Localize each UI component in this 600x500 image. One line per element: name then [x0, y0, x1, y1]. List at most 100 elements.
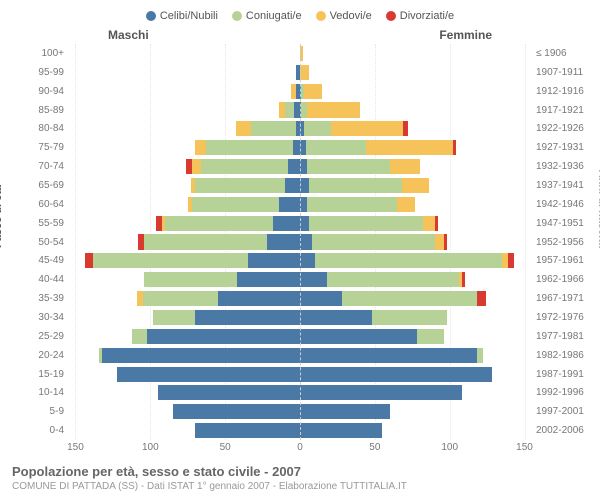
bar-stack: [300, 253, 514, 268]
y-tick-age: 100+: [8, 44, 64, 63]
bar-stack: [191, 178, 300, 193]
legend-swatch: [316, 11, 326, 21]
bar-segment: [300, 272, 327, 287]
bar-segment: [192, 159, 201, 174]
bar-segment: [435, 216, 438, 231]
x-tick: 50: [369, 442, 380, 453]
y-tick-birth: 1922-1926: [536, 119, 592, 138]
bar-stack: [186, 159, 300, 174]
y-tick-birth: 1932-1936: [536, 157, 592, 176]
bar-segment: [273, 216, 300, 231]
male-half: [68, 176, 300, 195]
bar-segment: [153, 310, 195, 325]
bar-segment: [300, 367, 492, 382]
bar-segment: [300, 65, 309, 80]
y-tick-birth: 1957-1961: [536, 251, 592, 270]
y-tick-age: 95-99: [8, 63, 64, 82]
y-tick-birth: 1942-1946: [536, 195, 592, 214]
bar-segment: [206, 140, 293, 155]
bar-stack: [300, 310, 447, 325]
bar-stack: [144, 272, 300, 287]
y-axis-label-left: Fasce di età: [0, 185, 4, 248]
bar-segment: [173, 404, 300, 419]
bar-stack: [132, 329, 300, 344]
population-pyramid-chart: Celibi/NubiliConiugati/eVedovi/eDivorzia…: [0, 0, 600, 500]
female-half: [300, 119, 532, 138]
y-tick-age: 0-4: [8, 421, 64, 440]
x-tick: 150: [67, 442, 84, 453]
male-half: [68, 289, 300, 308]
bar-stack: [300, 348, 483, 363]
bar-stack: [279, 102, 300, 117]
x-tick: 100: [142, 442, 159, 453]
y-tick-age: 25-29: [8, 327, 64, 346]
male-half: [68, 346, 300, 365]
y-ticks-birth: ≤ 19061907-19111912-19161917-19211922-19…: [532, 44, 592, 440]
bar-segment: [300, 234, 312, 249]
y-tick-age: 10-14: [8, 383, 64, 402]
bar-segment: [300, 329, 417, 344]
bar-segment: [453, 140, 456, 155]
male-half: [68, 308, 300, 327]
bar-stack: [117, 367, 300, 382]
bar-stack: [300, 121, 408, 136]
y-tick-age: 55-59: [8, 214, 64, 233]
x-tick: 50: [220, 442, 231, 453]
y-tick-age: 5-9: [8, 402, 64, 421]
bar-segment: [309, 178, 402, 193]
y-ticks-age: 100+95-9990-9485-8980-8475-7970-7465-696…: [8, 44, 68, 440]
bar-stack: [195, 140, 300, 155]
male-half: [68, 421, 300, 440]
female-half: [300, 157, 532, 176]
legend-swatch: [232, 11, 242, 21]
legend-swatch: [386, 11, 396, 21]
bar-segment: [143, 291, 218, 306]
y-tick-birth: 1907-1911: [536, 63, 592, 82]
header-male: Maschi: [108, 28, 149, 42]
bar-stack: [300, 329, 444, 344]
bar-segment: [331, 121, 403, 136]
bar-stack: [300, 216, 438, 231]
bar-stack: [173, 404, 300, 419]
bar-segment: [508, 253, 514, 268]
bar-segment: [237, 272, 300, 287]
bar-segment: [306, 140, 366, 155]
bar-stack: [300, 291, 486, 306]
bar-segment: [144, 234, 267, 249]
bar-stack: [137, 291, 300, 306]
y-tick-age: 35-39: [8, 289, 64, 308]
bar-segment: [462, 272, 465, 287]
male-half: [68, 402, 300, 421]
bar-segment: [117, 367, 300, 382]
bar-stack: [300, 65, 309, 80]
bar-segment: [372, 310, 447, 325]
y-tick-age: 80-84: [8, 119, 64, 138]
male-half: [68, 82, 300, 101]
male-half: [68, 138, 300, 157]
female-half: [300, 176, 532, 195]
bar-segment: [300, 348, 477, 363]
female-half: [300, 251, 532, 270]
y-tick-age: 70-74: [8, 157, 64, 176]
plot-area: Fasce di età Anni di nascita 100+95-9990…: [8, 44, 592, 440]
bar-segment: [165, 216, 273, 231]
bar-segment: [397, 197, 415, 212]
bar-segment: [85, 253, 94, 268]
bar-stack: [300, 404, 390, 419]
bar-segment: [309, 216, 423, 231]
male-half: [68, 233, 300, 252]
bar-segment: [304, 121, 331, 136]
female-half: [300, 214, 532, 233]
legend-label: Divorziati/e: [400, 10, 454, 22]
bar-segment: [195, 310, 300, 325]
male-half: [68, 270, 300, 289]
male-half: [68, 327, 300, 346]
header-female: Femmine: [439, 28, 492, 42]
bar-segment: [279, 197, 300, 212]
legend-label: Celibi/Nubili: [160, 10, 218, 22]
bar-segment: [300, 291, 342, 306]
bar-segment: [402, 178, 429, 193]
bar-stack: [300, 367, 492, 382]
legend-item: Vedovi/e: [316, 10, 372, 22]
female-half: [300, 101, 532, 120]
